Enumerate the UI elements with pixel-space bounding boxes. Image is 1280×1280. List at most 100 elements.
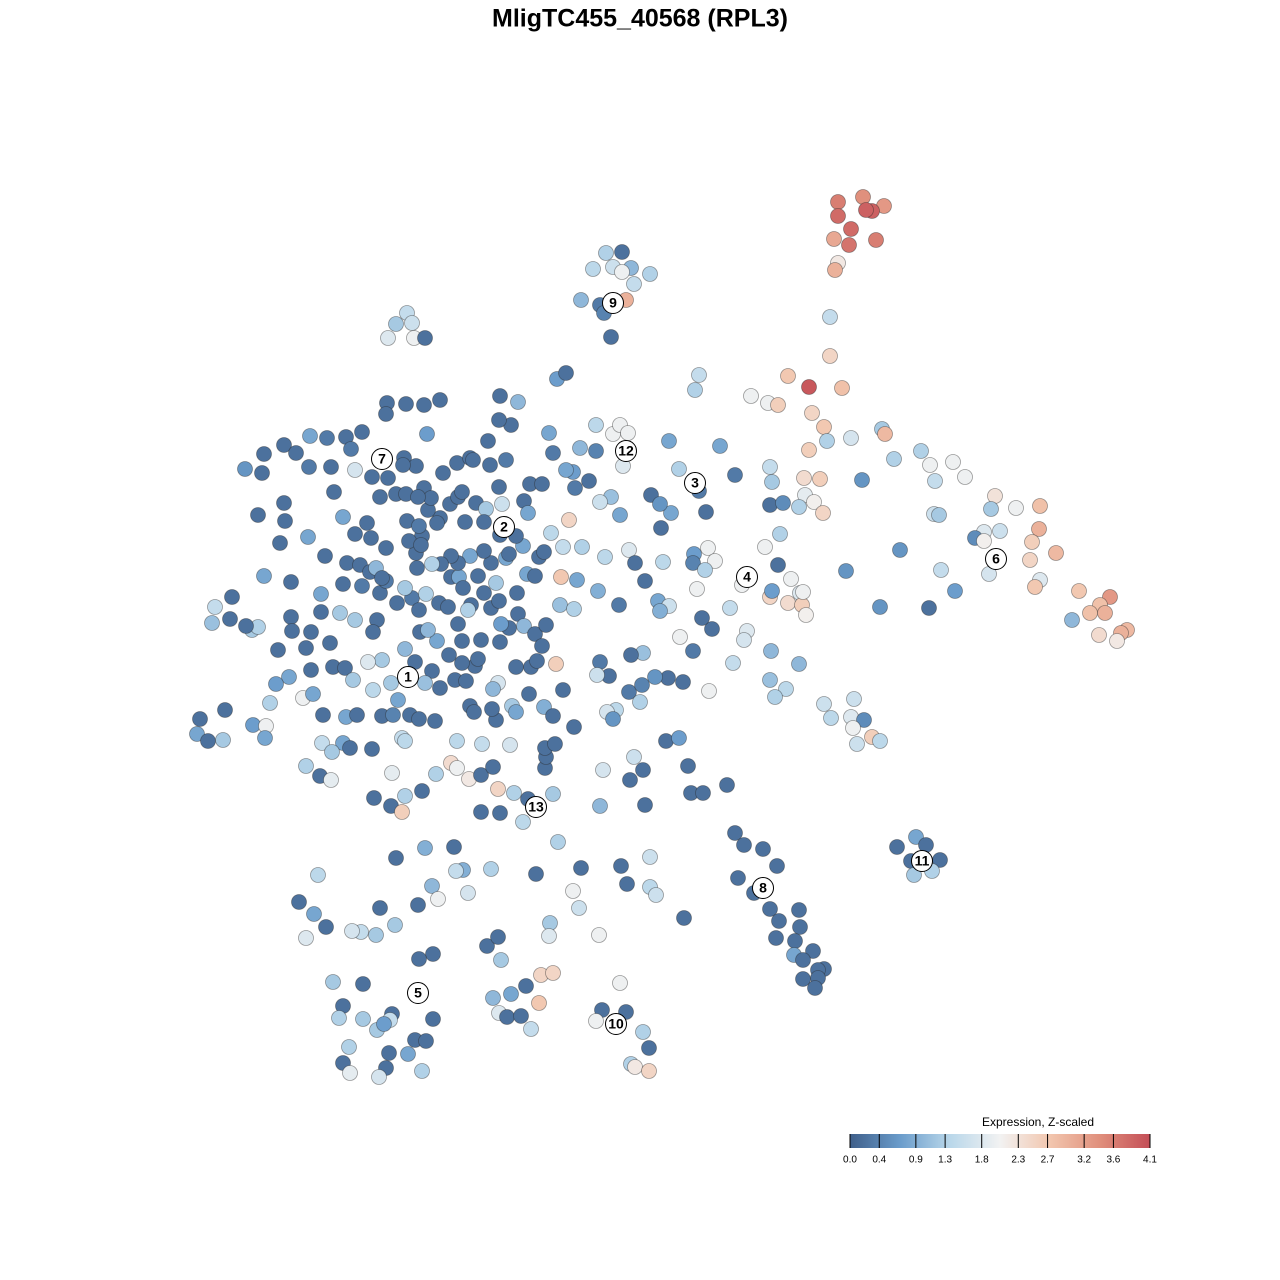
colorbar-tick-label: 3.6: [1106, 1155, 1120, 1166]
point: [460, 885, 476, 901]
point: [277, 513, 293, 529]
point: [536, 544, 552, 560]
colorbar-tick-label: 0.0: [843, 1155, 857, 1166]
cluster-label-marker: [407, 982, 429, 1004]
point: [344, 923, 360, 939]
point: [314, 735, 330, 751]
point: [1082, 605, 1098, 621]
point: [342, 1065, 358, 1081]
cluster-label-marker: [525, 796, 547, 818]
point: [795, 971, 811, 987]
point: [425, 1011, 441, 1027]
point: [414, 1063, 430, 1079]
point: [272, 535, 288, 551]
point: [642, 849, 658, 865]
point: [598, 245, 614, 261]
point: [303, 624, 319, 640]
point: [567, 480, 583, 496]
point: [474, 736, 490, 752]
point: [429, 515, 445, 531]
point: [454, 484, 470, 500]
point: [339, 555, 355, 571]
point: [613, 858, 629, 874]
point: [778, 681, 794, 697]
point: [510, 394, 526, 410]
point: [359, 515, 375, 531]
point: [400, 1046, 416, 1062]
point: [655, 554, 671, 570]
point: [830, 194, 846, 210]
point: [473, 632, 489, 648]
point: [872, 599, 888, 615]
point: [523, 1021, 539, 1037]
point: [491, 412, 507, 428]
point: [826, 231, 842, 247]
point: [976, 533, 992, 549]
point: [816, 419, 832, 435]
point: [590, 583, 606, 599]
point: [764, 583, 780, 599]
point: [627, 1059, 643, 1075]
point: [394, 804, 410, 820]
point: [763, 643, 779, 659]
point: [454, 633, 470, 649]
point: [192, 711, 208, 727]
point: [547, 736, 563, 752]
point: [762, 459, 778, 475]
point: [325, 974, 341, 990]
point: [858, 202, 874, 218]
point: [762, 672, 778, 688]
point: [661, 433, 677, 449]
cluster-label: 9: [609, 295, 617, 311]
point: [543, 525, 559, 541]
point: [215, 732, 231, 748]
point: [418, 586, 434, 602]
point: [413, 537, 429, 553]
cluster-label: 8: [759, 880, 767, 896]
point: [366, 790, 382, 806]
point: [347, 612, 363, 628]
point: [921, 600, 937, 616]
point: [555, 682, 571, 698]
cluster-label: 10: [608, 1016, 624, 1032]
cluster-label: 6: [992, 551, 1000, 567]
point: [597, 549, 613, 565]
point: [780, 368, 796, 384]
point: [558, 462, 574, 478]
point: [770, 397, 786, 413]
colorbar-title: Expression, Z-scaled: [982, 1115, 1094, 1129]
point: [834, 380, 850, 396]
point: [641, 1040, 657, 1056]
point: [555, 539, 571, 555]
point: [363, 530, 379, 546]
point: [372, 489, 388, 505]
point: [482, 457, 498, 473]
point: [492, 805, 508, 821]
point: [485, 681, 501, 697]
point: [355, 976, 371, 992]
point: [730, 870, 746, 886]
point: [254, 465, 270, 481]
point: [704, 621, 720, 637]
point: [283, 609, 299, 625]
point: [572, 440, 588, 456]
point: [775, 495, 791, 511]
point: [488, 575, 504, 591]
point: [623, 647, 639, 663]
point: [796, 470, 812, 486]
point: [448, 863, 464, 879]
point: [795, 584, 811, 600]
point: [528, 866, 544, 882]
point: [476, 514, 492, 530]
point: [384, 765, 400, 781]
point: [473, 804, 489, 820]
point: [317, 548, 333, 564]
point: [319, 430, 335, 446]
point: [446, 839, 462, 855]
point: [792, 919, 808, 935]
point: [462, 548, 478, 564]
point: [376, 1016, 392, 1032]
point: [626, 276, 642, 292]
point: [414, 783, 430, 799]
